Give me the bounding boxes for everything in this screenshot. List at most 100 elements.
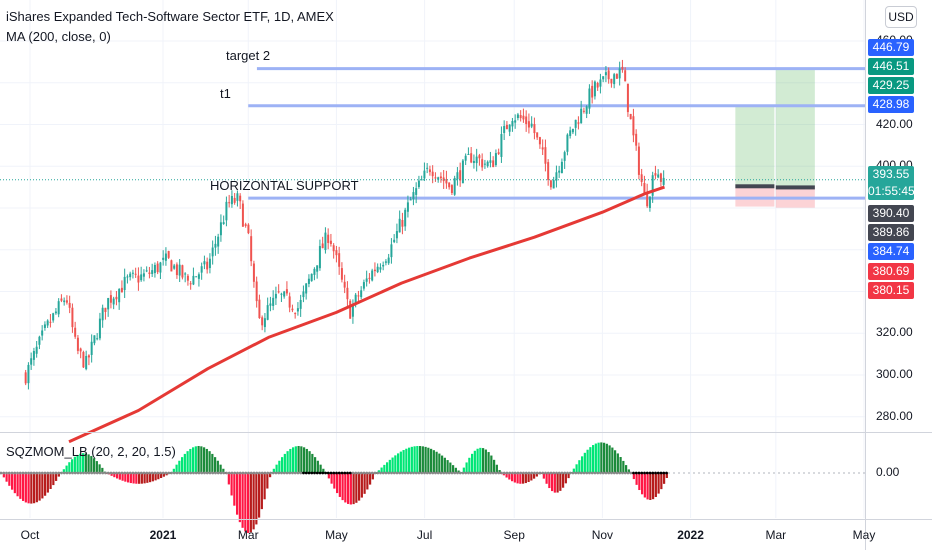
candle-body bbox=[57, 301, 60, 315]
squeeze-dot bbox=[2, 471, 6, 475]
squeeze-dot bbox=[98, 471, 102, 475]
momentum-bar bbox=[322, 468, 325, 473]
momentum-bar bbox=[399, 451, 402, 473]
momentum-bar bbox=[230, 473, 233, 496]
squeeze-dot bbox=[90, 471, 94, 475]
squeeze-dot bbox=[296, 471, 300, 475]
squeeze-dot bbox=[307, 471, 311, 475]
momentum-bar bbox=[625, 465, 628, 473]
candle-body bbox=[272, 297, 275, 306]
squeeze-dot bbox=[486, 471, 490, 475]
candle-body bbox=[299, 299, 302, 309]
candle-body bbox=[288, 296, 291, 308]
squeeze-dot bbox=[549, 471, 553, 475]
candle-body bbox=[219, 222, 222, 236]
momentum-bar bbox=[266, 473, 269, 489]
momentum-bar bbox=[533, 473, 536, 479]
squeeze-dot bbox=[588, 471, 591, 475]
momentum-bar bbox=[44, 473, 47, 496]
squeeze-dot bbox=[552, 471, 556, 475]
squeeze-dot bbox=[101, 471, 105, 475]
squeeze-dot bbox=[596, 471, 600, 475]
squeeze-dot bbox=[313, 471, 316, 475]
squeeze-dot bbox=[351, 471, 355, 475]
momentum-bar bbox=[516, 473, 519, 484]
candle-body bbox=[494, 153, 497, 166]
candle-body bbox=[32, 350, 35, 360]
candle-body bbox=[178, 264, 181, 276]
squeeze-dot bbox=[255, 471, 259, 475]
candle-body bbox=[233, 197, 236, 203]
squeeze-dot bbox=[538, 471, 542, 475]
candle-body bbox=[489, 160, 492, 163]
candle-body bbox=[654, 173, 657, 176]
position-boxes[interactable] bbox=[735, 69, 815, 208]
candle-body bbox=[508, 124, 511, 132]
momentum-bar bbox=[118, 473, 121, 480]
momentum-bar bbox=[665, 473, 668, 478]
candle-body bbox=[335, 250, 338, 256]
profit-zone bbox=[775, 69, 815, 188]
momentum-bar bbox=[247, 473, 250, 533]
momentum-bar bbox=[236, 473, 239, 515]
candle-body bbox=[107, 298, 110, 310]
momentum-bar bbox=[421, 446, 424, 473]
squeeze-dot bbox=[409, 471, 413, 475]
candle-body bbox=[629, 113, 632, 120]
squeeze-dot bbox=[181, 471, 184, 475]
momentum-bar bbox=[572, 468, 575, 473]
squeeze-dot bbox=[321, 471, 325, 475]
squeeze-dot bbox=[258, 471, 261, 475]
candle-body bbox=[318, 246, 321, 269]
squeeze-dot bbox=[49, 471, 52, 475]
momentum-bar bbox=[605, 443, 608, 473]
momentum-bar bbox=[30, 473, 33, 504]
squeeze-dot bbox=[436, 471, 440, 475]
momentum-bar bbox=[397, 453, 400, 473]
momentum-bar bbox=[189, 448, 192, 473]
candle-body bbox=[340, 268, 343, 280]
candle-body bbox=[186, 275, 189, 281]
squeeze-dot bbox=[123, 471, 127, 475]
sqzmom-indicator-label[interactable]: SQZMOM_LB (20, 2, 20, 1.5) bbox=[6, 444, 176, 459]
squeeze-dot bbox=[236, 471, 239, 475]
squeeze-dot bbox=[442, 471, 446, 475]
squeeze-dot bbox=[574, 471, 578, 475]
momentum-bar bbox=[380, 467, 383, 473]
momentum-bar bbox=[611, 447, 614, 473]
candle-body bbox=[101, 307, 104, 321]
momentum-bar bbox=[498, 470, 501, 473]
momentum-bar bbox=[608, 445, 611, 473]
candle-body bbox=[35, 346, 38, 354]
candle-body bbox=[569, 130, 572, 136]
squeeze-dot bbox=[458, 471, 462, 475]
candle-body bbox=[162, 257, 165, 260]
momentum-bar bbox=[33, 473, 36, 504]
momentum-bar bbox=[76, 454, 79, 473]
candle-body bbox=[544, 147, 547, 164]
candle-body bbox=[175, 264, 178, 276]
candle-body bbox=[365, 278, 368, 282]
squeeze-dot bbox=[266, 471, 270, 475]
candle-body bbox=[384, 261, 387, 263]
candle-body bbox=[574, 119, 577, 128]
candle-body bbox=[390, 244, 393, 258]
momentum-bar bbox=[583, 452, 586, 473]
candle-body bbox=[38, 336, 41, 345]
momentum-bar bbox=[8, 473, 11, 486]
candle-body bbox=[406, 202, 409, 212]
currency-button[interactable]: USD bbox=[885, 6, 917, 28]
momentum-bar bbox=[269, 473, 272, 478]
momentum-bar bbox=[127, 473, 130, 483]
squeeze-dot bbox=[299, 471, 303, 475]
candle-body bbox=[291, 308, 294, 311]
momentum-bar bbox=[149, 473, 152, 483]
horizontal-levels[interactable] bbox=[248, 67, 865, 200]
squeeze-dot bbox=[456, 471, 459, 475]
momentum-bar bbox=[487, 452, 490, 473]
squeeze-dot bbox=[337, 471, 341, 475]
squeeze-dot bbox=[381, 471, 385, 475]
momentum-bar bbox=[649, 473, 652, 500]
ma-indicator-label[interactable]: MA (200, close, 0) bbox=[6, 29, 111, 44]
